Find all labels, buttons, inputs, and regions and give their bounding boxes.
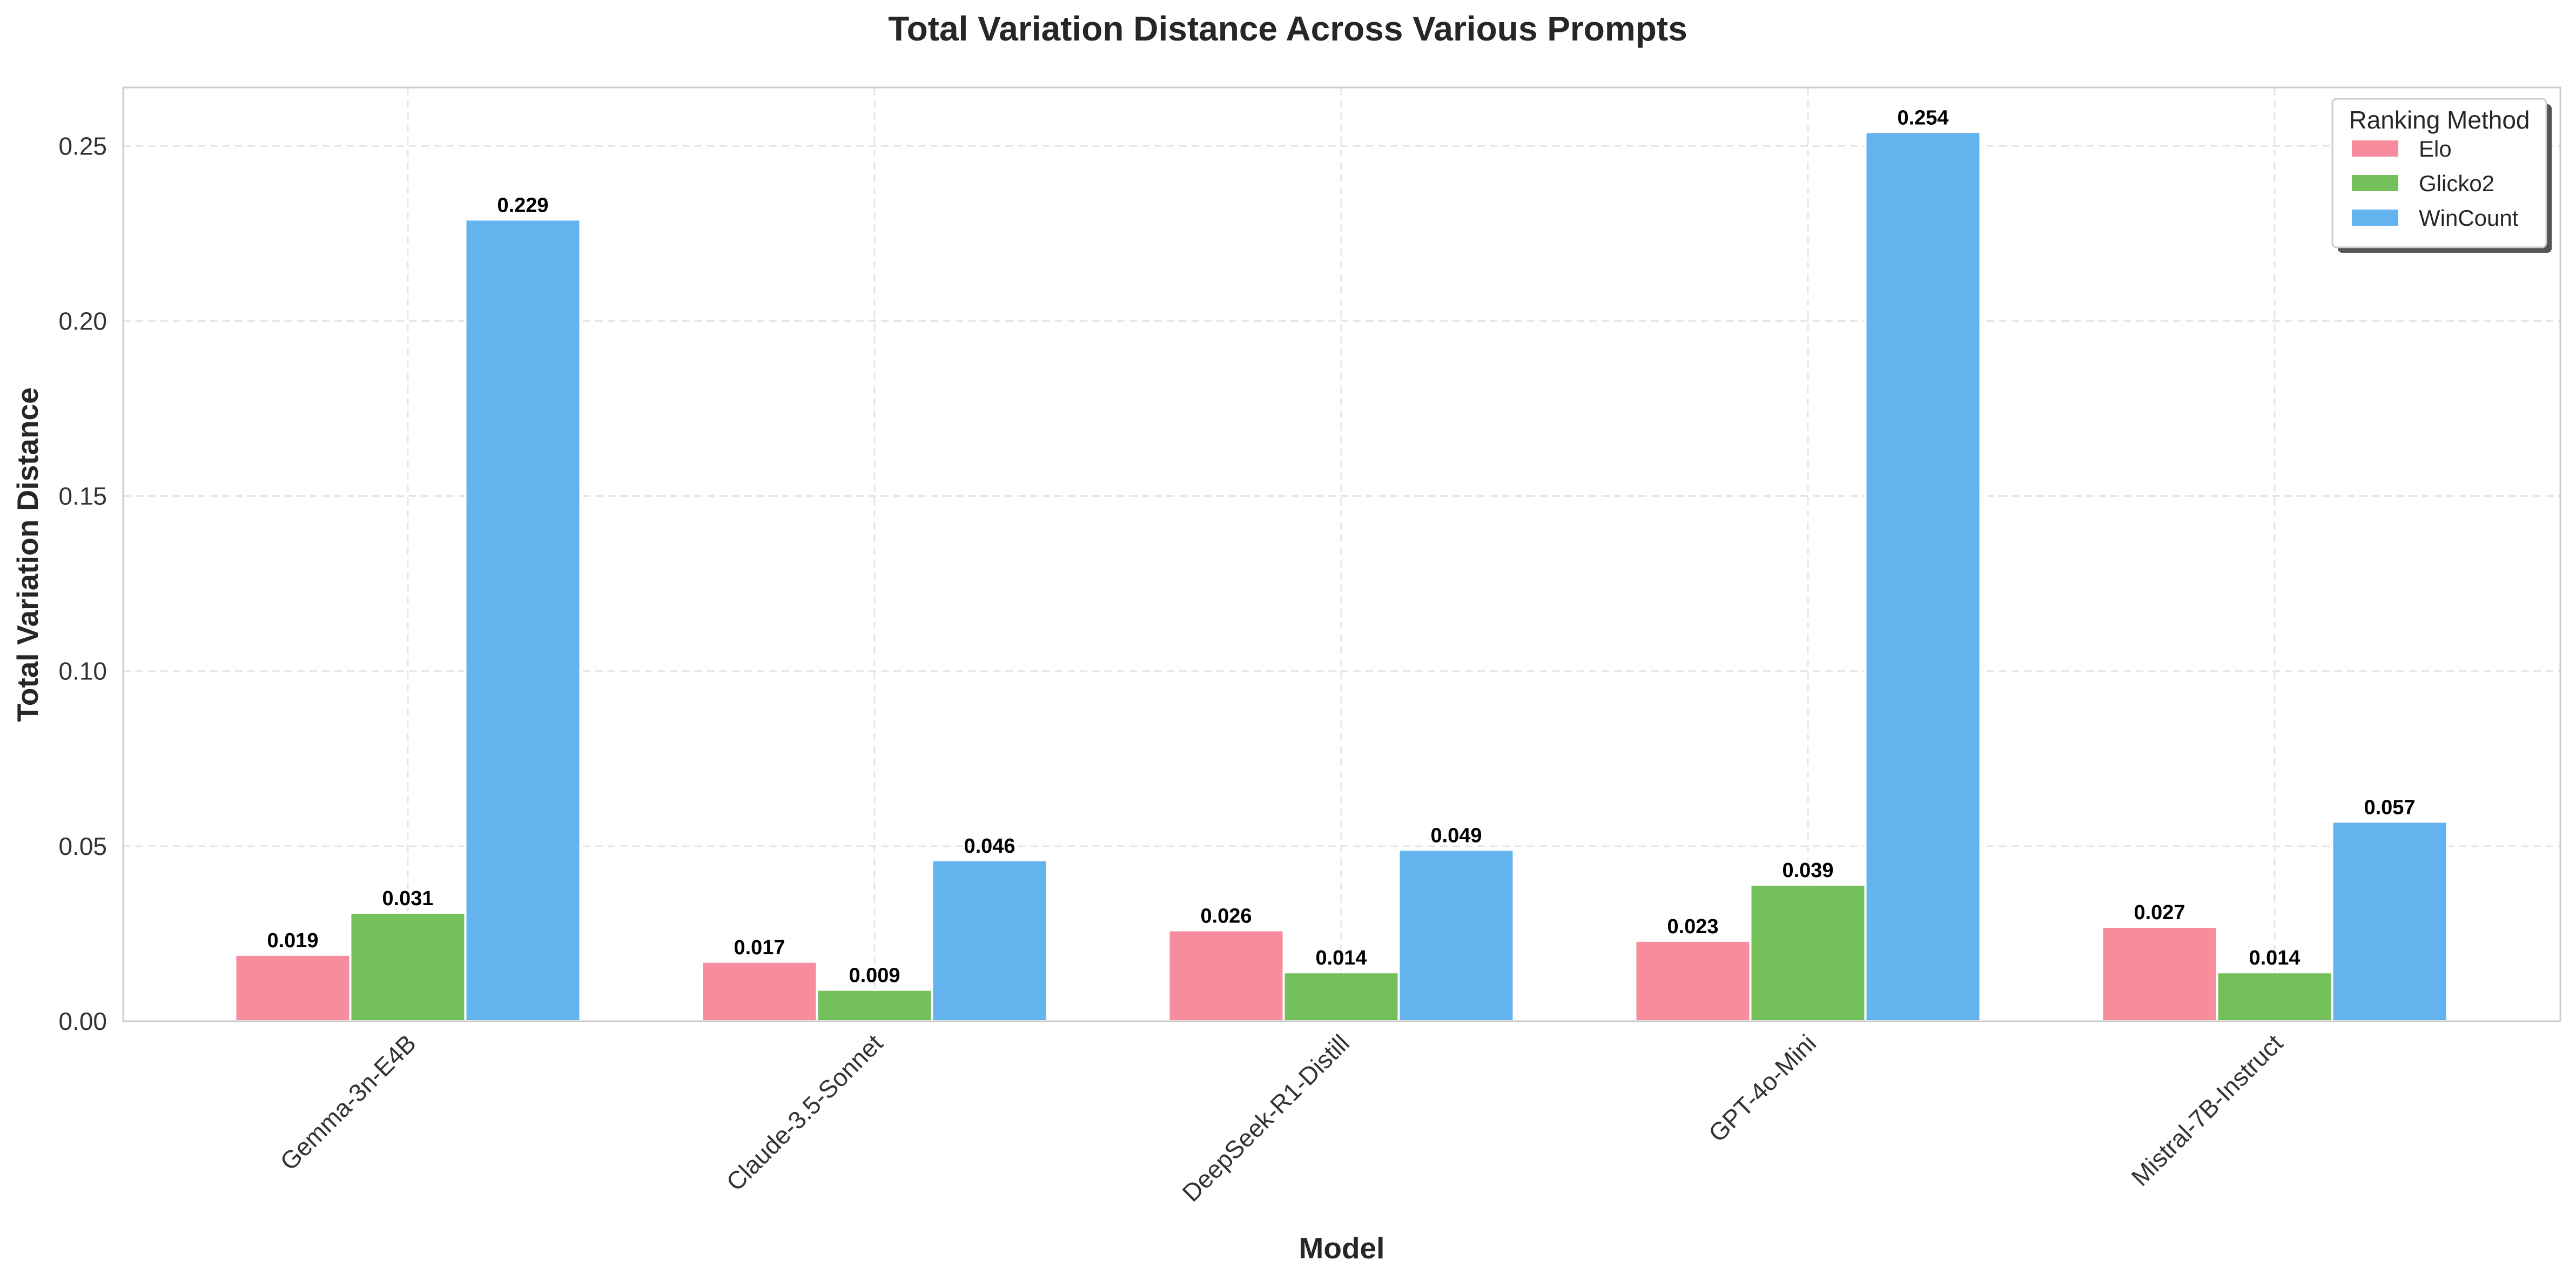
bar-glicko2-4 [2216, 971, 2333, 1023]
bar-wincount-0 [464, 218, 582, 1022]
bar-wincount-1 [931, 859, 1048, 1022]
legend-swatch-elo [2352, 140, 2398, 157]
bar-value-label: 0.031 [382, 887, 433, 910]
x-axis-label: Model [1299, 1231, 1385, 1265]
bar-value-label: 0.017 [734, 936, 785, 959]
bar-elo-1 [701, 960, 818, 1023]
chart-title: Total Variation Distance Across Various … [888, 9, 1687, 48]
bar-value-label: 0.254 [1897, 106, 1948, 129]
bar-glicko2-2 [1282, 971, 1400, 1023]
bar-value-label: 0.027 [2134, 901, 2185, 924]
y-tick-label: 0.05 [58, 832, 107, 860]
bar-value-label: 0.023 [1667, 915, 1718, 938]
bar-value-label: 0.039 [1782, 859, 1833, 882]
bar-value-label: 0.229 [497, 194, 548, 217]
bar-wincount-4 [2331, 820, 2449, 1022]
y-tick-label: 0.20 [58, 307, 107, 335]
legend-swatch-glicko2 [2352, 175, 2398, 191]
bar-elo-4 [2101, 925, 2218, 1022]
legend-swatch-wincount [2352, 210, 2398, 226]
y-axis-label: Total Variation Distance [11, 387, 44, 722]
plot-frame [122, 86, 2561, 1022]
bar-elo-3 [1634, 939, 1752, 1022]
bar-wincount-2 [1397, 848, 1515, 1022]
bar-value-label: 0.049 [1430, 824, 1482, 847]
bar-elo-2 [1167, 929, 1285, 1023]
bar-value-label: 0.014 [1315, 947, 1367, 969]
legend-entry-wincount: WinCount [2419, 205, 2519, 231]
y-tick-label: 0.10 [58, 657, 107, 685]
bar-value-label: 0.019 [267, 929, 318, 952]
bar-value-label: 0.046 [964, 835, 1015, 858]
bar-elo-0 [234, 953, 352, 1022]
y-tick-label: 0.00 [58, 1007, 107, 1035]
y-tick-label: 0.25 [58, 132, 107, 160]
legend-entry-glicko2: Glicko2 [2419, 171, 2494, 196]
bars: 0.019 0.017 0.026 0.023 0.027 0.031 0.009 0.014… [234, 106, 2449, 1023]
y-axis-ticks: 0.00 0.05 0.10 0.15 0.20 0.25 [58, 132, 107, 1035]
bar-value-label: 0.014 [2249, 947, 2300, 969]
bar-value-label: 0.026 [1200, 905, 1252, 927]
y-tick-label: 0.15 [58, 482, 107, 510]
bar-glicko2-3 [1749, 884, 1867, 1023]
bar-value-label: 0.009 [849, 965, 900, 987]
bar-value-label: 0.057 [2364, 796, 2415, 819]
bar-glicko2-1 [816, 988, 933, 1023]
legend-entry-elo: Elo [2419, 136, 2452, 161]
legend-title: Ranking Method [2349, 106, 2530, 134]
bar-wincount-3 [1864, 131, 1982, 1022]
bar-glicko2-0 [349, 912, 467, 1023]
